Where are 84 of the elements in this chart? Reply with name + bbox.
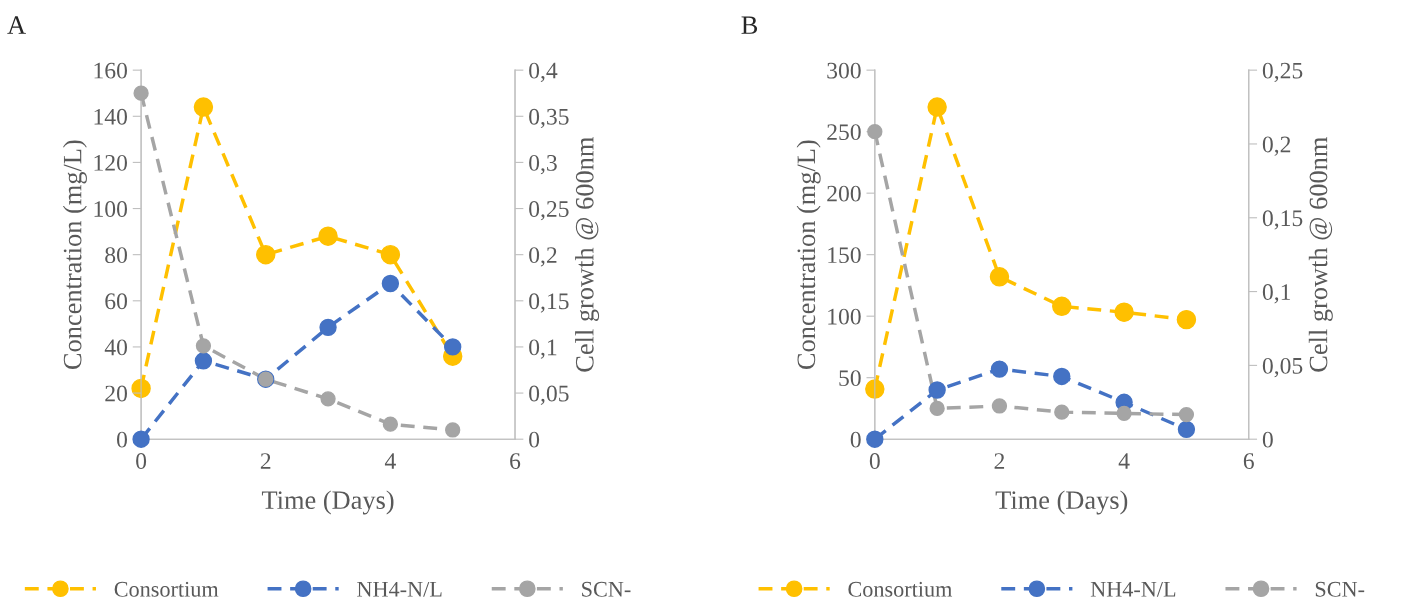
legend-label: Consortium (114, 581, 219, 597)
y2-tick-label: 0,15 (529, 293, 569, 313)
point (380, 244, 401, 265)
point (1178, 406, 1195, 423)
y2-tick-label: 0,2 (529, 247, 557, 267)
x-tick-label: 0 (136, 453, 147, 470)
point (1054, 404, 1070, 420)
point (444, 338, 462, 356)
point (132, 430, 150, 448)
y-tick-label: 120 (94, 154, 128, 171)
y2-tick-label: 0,3 (529, 154, 557, 175)
point (256, 244, 276, 265)
point (1176, 309, 1197, 330)
y-tick-label: 100 (94, 201, 128, 217)
y-tick-label: 250 (827, 124, 861, 141)
point (195, 338, 212, 354)
point (445, 422, 461, 438)
legend-label: NH4-N/L (1090, 581, 1176, 597)
legend-label: NH4-N/L (357, 581, 442, 597)
legend-label: SCN- (1315, 581, 1365, 597)
y2-tick-label: 0 (529, 431, 540, 448)
x-axis-title: Time (Days) (995, 490, 1128, 515)
y-tick-label: 0 (850, 431, 861, 448)
y-tick-label: 200 (827, 185, 861, 202)
y-tick-label: 80 (105, 247, 128, 264)
y2-tick-label: 0,15 (1262, 210, 1303, 230)
y2-axis-title: Cell growth @ 600nm (575, 137, 600, 372)
point (320, 391, 336, 407)
x-tick-label: 0 (869, 453, 880, 470)
y-tick-label: 300 (827, 62, 861, 79)
y2-tick-label: 0,05 (1262, 357, 1303, 378)
x-tick-label: 6 (510, 453, 521, 470)
y2-tick-label: 0,25 (1262, 62, 1303, 82)
point (194, 352, 213, 370)
point (929, 400, 945, 417)
y2-tick-label: 0,1 (529, 339, 557, 359)
x-tick-label: 2 (994, 453, 1005, 469)
y2-tick-label: 0 (1262, 431, 1273, 448)
y-tick-label: 60 (105, 293, 128, 310)
x-axis-title: Time (Days) (261, 490, 394, 515)
legend-label: Consortium (848, 581, 953, 597)
y-tick-label: 150 (828, 247, 861, 264)
point (193, 97, 214, 117)
point (865, 379, 885, 399)
y-tick-label: 160 (94, 62, 128, 79)
y-tick-label: 50 (839, 370, 861, 387)
point (928, 381, 946, 399)
y-tick-label: 100 (828, 308, 861, 325)
point (866, 430, 884, 448)
y2-tick-label: 0,4 (529, 62, 558, 82)
point (319, 318, 337, 337)
point (867, 124, 883, 140)
y2-tick-label: 0,2 (1262, 136, 1291, 156)
y-tick-label: 40 (104, 339, 128, 356)
chart-title: A (7, 16, 26, 34)
y-tick-label: 0 (117, 431, 128, 448)
y2-tick-label: 0,1 (1262, 284, 1291, 304)
y-axis-title: Concentration (mg/L) (796, 140, 821, 370)
point (990, 360, 1009, 378)
y2-tick-label: 0,25 (529, 201, 569, 221)
y-tick-label: 20 (105, 385, 128, 402)
point (989, 267, 1010, 287)
point (1053, 367, 1071, 386)
y2-axis-title: Cell growth @ 600nm (1308, 137, 1333, 372)
x-tick-label: 4 (1118, 453, 1130, 469)
x-tick-label: 4 (384, 453, 396, 469)
point (1052, 296, 1072, 317)
point (1114, 302, 1134, 322)
y-axis-title: Concentration (mg/L) (62, 140, 87, 370)
point (382, 416, 399, 432)
point (381, 274, 400, 293)
x-tick-label: 6 (1243, 453, 1254, 470)
point (1116, 405, 1132, 422)
point (133, 85, 149, 101)
point (927, 97, 947, 117)
x-tick-label: 2 (260, 453, 271, 469)
point (991, 398, 1008, 414)
y2-tick-label: 0,05 (529, 385, 569, 405)
legend-label: SCN- (582, 581, 631, 597)
point (318, 226, 338, 246)
chart-title: B (741, 16, 758, 34)
y-tick-label: 140 (94, 108, 128, 125)
point (1177, 420, 1196, 439)
y2-tick-label: 0,35 (529, 108, 569, 129)
